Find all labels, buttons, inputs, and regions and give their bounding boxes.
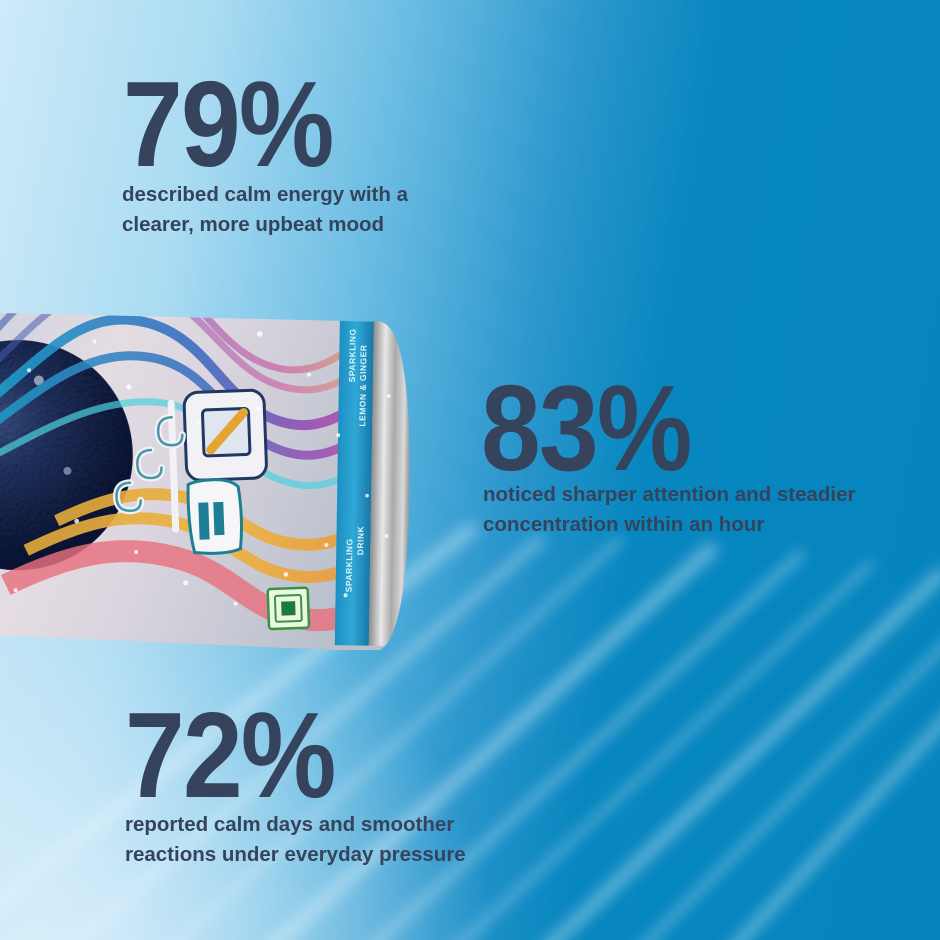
svg-text:SPARKLING: SPARKLING	[347, 328, 358, 382]
svg-text:SPARKLING: SPARKLING	[344, 538, 355, 592]
svg-text:LEMON & GINGER: LEMON & GINGER	[357, 344, 368, 426]
svg-text:DRINK: DRINK	[355, 525, 365, 555]
